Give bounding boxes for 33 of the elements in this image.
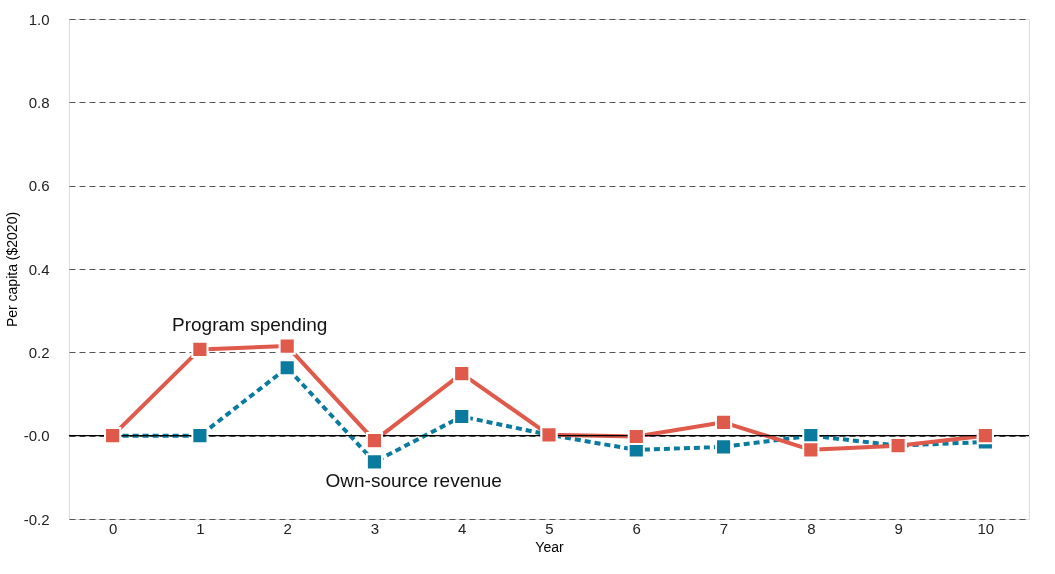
point <box>976 427 994 445</box>
x-tick-label: 9 <box>894 519 903 537</box>
series-label: Own-source revenue <box>325 469 502 491</box>
point <box>191 427 209 445</box>
x-tick-label: 10 <box>977 519 995 537</box>
y-tick-label: 0.6 <box>28 177 50 195</box>
x-tick-label: 1 <box>196 519 205 537</box>
y-tick-label: 0.4 <box>28 260 50 278</box>
y-tick-label: 0.2 <box>28 343 50 361</box>
x-tick-label: 5 <box>545 519 554 537</box>
point <box>714 438 733 456</box>
x-tick-label: 7 <box>719 519 729 537</box>
x-tick-label: 4 <box>458 519 467 537</box>
x-tick-label: 0 <box>108 519 118 537</box>
y-tick-label: -0.2 <box>23 510 50 528</box>
y-tick-label: 0.8 <box>28 93 50 111</box>
series-label: Program spending <box>172 314 328 336</box>
point <box>278 359 296 377</box>
point <box>191 340 209 358</box>
point <box>278 337 296 355</box>
x-tick-label: 3 <box>370 519 380 537</box>
x-axis-title: Year <box>535 538 564 555</box>
x-tick-label: 8 <box>807 519 816 537</box>
point <box>802 441 820 459</box>
point <box>365 432 384 450</box>
x-tick-label: 2 <box>283 519 292 537</box>
y-tick-label: 1.0 <box>28 10 50 28</box>
y-axis-title: Per capita ($2020) <box>3 211 20 328</box>
y-tick-label: -0.0 <box>23 427 50 445</box>
x-tick-label: 6 <box>632 519 641 537</box>
point <box>714 413 733 431</box>
point <box>453 365 471 383</box>
point <box>365 453 384 471</box>
